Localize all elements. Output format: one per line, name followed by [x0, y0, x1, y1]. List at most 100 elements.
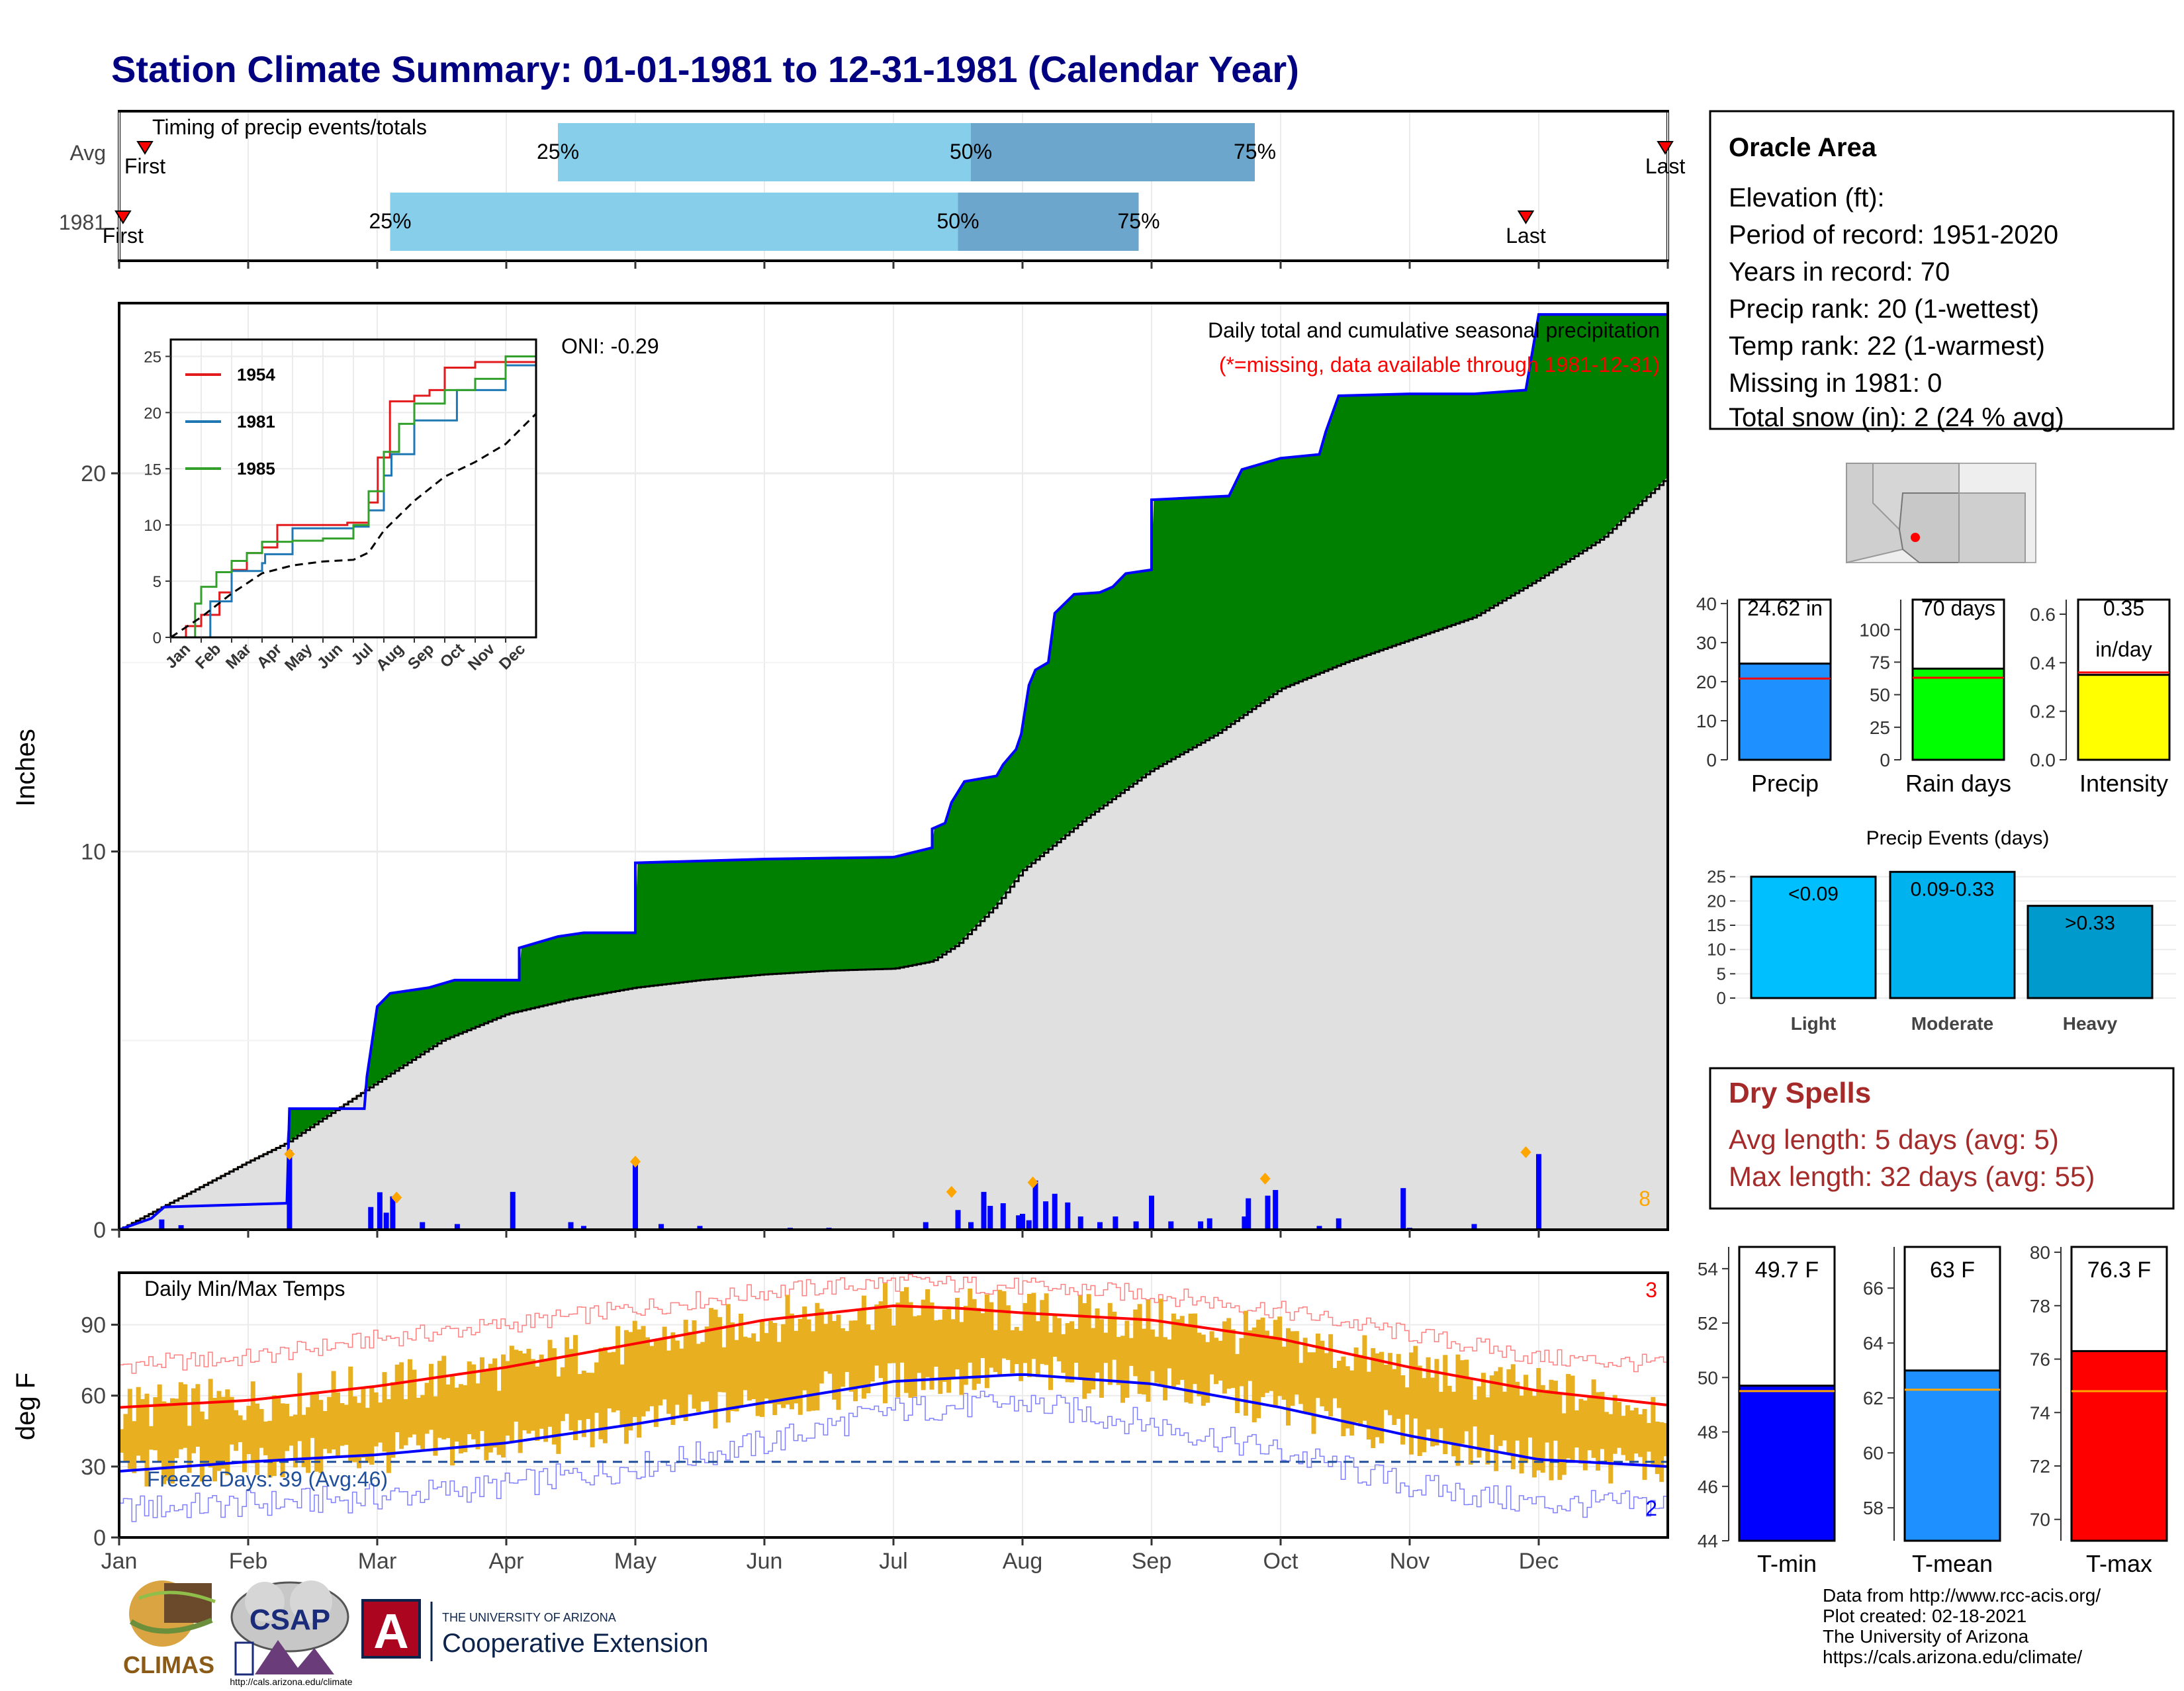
daily-temp-range-bar — [191, 1388, 196, 1453]
daily-temp-range-bar — [1137, 1304, 1142, 1394]
temp-bar-value — [1738, 1385, 1836, 1542]
daily-precip-bar — [1043, 1201, 1049, 1230]
daily-temp-range-bar — [1515, 1381, 1520, 1441]
daily-temp-range-bar — [1328, 1334, 1334, 1417]
daily-temp-range-bar — [246, 1406, 251, 1455]
mini-bar-chart-rain-days: 0 25 50 75 100 70 days Rain days — [1859, 596, 2011, 797]
ua-small-text: THE UNIVERSITY OF ARIZONA — [442, 1611, 616, 1624]
daily-temp-range-bar — [637, 1329, 642, 1438]
daily-temp-range-bar — [674, 1340, 680, 1405]
daily-temp-range-bar — [1426, 1357, 1431, 1430]
mini-bar-y-tick-label: 75 — [1870, 652, 1890, 672]
daily-temp-range-bar — [450, 1376, 455, 1466]
daily-temp-range-bar — [848, 1320, 854, 1392]
daily-temp-range-bar — [373, 1392, 379, 1447]
daily-precip-bar — [923, 1222, 929, 1230]
daily-temp-range-bar — [382, 1372, 387, 1452]
events-y-tick-label: 0 — [1717, 988, 1726, 1008]
timing-percentile-label: 25% — [369, 209, 411, 233]
daily-temp-range-bar — [1443, 1355, 1448, 1455]
daily-temp-range-bar — [514, 1349, 519, 1422]
daily-temp-range-bar — [1154, 1336, 1160, 1383]
mini-bar-y-tick-label: 100 — [1859, 619, 1890, 640]
daily-temp-range-bar — [267, 1420, 273, 1478]
daily-temp-range-bar — [1477, 1386, 1482, 1458]
daily-temp-range-bar — [1379, 1351, 1385, 1443]
daily-temp-range-bar — [1146, 1300, 1151, 1402]
daily-temp-range-bar — [1383, 1364, 1388, 1410]
daily-temp-range-bar — [874, 1304, 880, 1366]
observed-cumulative-line — [118, 313, 1668, 1231]
temp-bar-y-tick-label: 66 — [1863, 1278, 1884, 1299]
daily-temp-range-bar — [1553, 1381, 1558, 1441]
daily-precip-bar — [1471, 1224, 1477, 1230]
daily-temp-range-bar — [1362, 1335, 1367, 1421]
daily-temp-range-bar — [199, 1411, 205, 1482]
daily-temp-range-bar — [1142, 1328, 1147, 1394]
inset-series-line — [170, 413, 537, 639]
daily-precip-bar — [368, 1207, 374, 1230]
timing-marker-label: First — [124, 154, 165, 178]
precip-event-bar — [2026, 905, 2154, 999]
dry-spells-max: Max length: 32 days (avg: 55) — [1729, 1161, 2095, 1192]
daily-temp-range-bar — [700, 1342, 705, 1402]
temp-y-tick-label: 30 — [81, 1455, 106, 1480]
daily-temp-range-bar — [437, 1361, 442, 1438]
daily-temp-range-bar — [997, 1289, 1003, 1376]
daily-temp-range-bar — [1124, 1320, 1130, 1398]
month-tick-label: Aug — [1003, 1549, 1043, 1574]
daily-temp-range-bar — [1629, 1410, 1635, 1465]
daily-temp-range-bar — [416, 1397, 421, 1445]
daily-temp-range-bar — [968, 1288, 973, 1363]
month-tick-label: Dec — [1519, 1549, 1559, 1574]
precip-panel: 0 10 20 Inches Daily total and cumulative … — [11, 302, 1669, 1243]
daily-temp-range-bar — [127, 1389, 132, 1469]
daily-temp-range-bar — [1408, 1352, 1414, 1455]
precip-y-tick-label: 10 — [81, 840, 106, 865]
daily-temp-range-bar — [959, 1322, 964, 1395]
daily-temp-range-bar — [1540, 1385, 1545, 1473]
daily-temp-range-bar — [1269, 1336, 1274, 1391]
daily-temp-range-bar — [1527, 1390, 1533, 1438]
footer-line: https://cals.arizona.edu/climate/ — [1823, 1647, 2082, 1667]
station-line: Years in record: 70 — [1729, 257, 1950, 287]
daily-precip-bar — [1020, 1214, 1025, 1230]
daily-temp-range-bar — [276, 1396, 281, 1463]
daily-temp-range-bar — [760, 1320, 765, 1417]
mini-bar-value — [1738, 663, 1832, 761]
daily-temp-range-bar — [1332, 1368, 1338, 1398]
daily-temp-range-bar — [1112, 1311, 1117, 1360]
precip-event-bar — [1889, 870, 2016, 999]
timing-bar-50-75 — [971, 123, 1255, 181]
daily-temp-range-bar — [535, 1366, 540, 1441]
daily-precip-bar — [1032, 1180, 1038, 1230]
temp-bar-y-tick-label: 48 — [1698, 1422, 1718, 1443]
extreme-count-label: 8 — [1639, 1187, 1651, 1211]
timing-marker-label: First — [103, 224, 144, 248]
daily-temp-range-bar — [547, 1340, 553, 1427]
station-line: Precip rank: 20 (1-wettest) — [1729, 295, 2039, 324]
daily-temp-range-bar — [169, 1398, 175, 1484]
daily-temp-range-bar — [1464, 1359, 1469, 1432]
daily-temp-range-bar — [412, 1369, 417, 1435]
daily-temp-range-bar — [1001, 1291, 1007, 1359]
inset-y-tick-label: 15 — [144, 461, 161, 479]
daily-temp-range-bar — [1417, 1365, 1422, 1456]
timing-percentile-label: 25% — [537, 140, 579, 163]
daily-precip-bar — [1113, 1216, 1118, 1230]
daily-temp-range-bar — [929, 1302, 934, 1390]
inset-y-tick-label: 10 — [144, 517, 161, 535]
daily-temp-range-bar — [1235, 1353, 1240, 1414]
csap-logo: CSAP http://cals.arizona.edu/climate — [230, 1580, 353, 1687]
average-cumulative-area — [119, 477, 1668, 1230]
mini-bar-y-tick-label: 40 — [1696, 594, 1717, 614]
daily-temp-range-bar — [1600, 1392, 1605, 1449]
daily-precip-bar — [159, 1219, 165, 1230]
daily-temp-range-bar — [785, 1295, 790, 1405]
temp-bar-category-label: T-mean — [1912, 1550, 1993, 1577]
daily-temp-range-bar — [1260, 1317, 1265, 1397]
daily-temp-range-bar — [187, 1426, 192, 1473]
daily-precip-bar — [420, 1222, 426, 1230]
station-info-box: Oracle Area Elevation (ft): Period of re… — [1709, 110, 2175, 432]
